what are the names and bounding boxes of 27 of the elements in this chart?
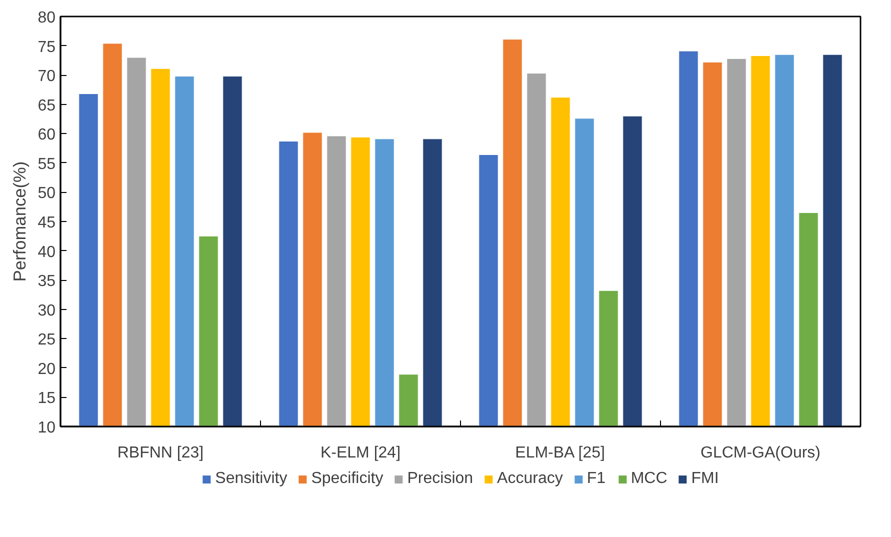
y-tick-label: 60 bbox=[38, 126, 56, 144]
y-tick-label: 10 bbox=[38, 420, 56, 436]
legend-label: Precision bbox=[407, 470, 474, 488]
y-tick-label: 55 bbox=[38, 156, 56, 173]
y-tick-label: 70 bbox=[38, 68, 56, 86]
x-tick-label: K-ELM [24] bbox=[320, 444, 401, 462]
y-tick-label: 30 bbox=[38, 302, 56, 320]
legend-label: Specificity bbox=[311, 470, 384, 488]
legend-label: Sensitivity bbox=[215, 470, 288, 488]
y-tick-label: 20 bbox=[38, 360, 56, 378]
x-tick-label: ELM-BA [25] bbox=[515, 444, 605, 462]
y-tick-label: 80 bbox=[38, 10, 56, 26]
y-tick-label: 35 bbox=[38, 273, 56, 290]
y-tick-label: 75 bbox=[38, 38, 56, 56]
x-tick-label: GLCM-GA(Ours) bbox=[700, 444, 820, 462]
legend-label: Accuracy bbox=[497, 470, 563, 488]
legend-label: FMI bbox=[691, 470, 719, 488]
legend-label: MCC bbox=[630, 470, 668, 488]
y-tick-label: 45 bbox=[38, 214, 56, 232]
x-tick-label: RBFNN [23] bbox=[117, 444, 204, 462]
y-tick-label: 25 bbox=[38, 332, 56, 349]
y-tick-label: 40 bbox=[38, 244, 56, 261]
y-tick-label: 65 bbox=[38, 97, 56, 114]
y-tick-label: 50 bbox=[38, 185, 56, 202]
y-tick-label: 15 bbox=[38, 390, 56, 408]
y-axis-title: Perfomance(%) bbox=[10, 161, 30, 282]
legend-label: F1 bbox=[586, 470, 607, 488]
